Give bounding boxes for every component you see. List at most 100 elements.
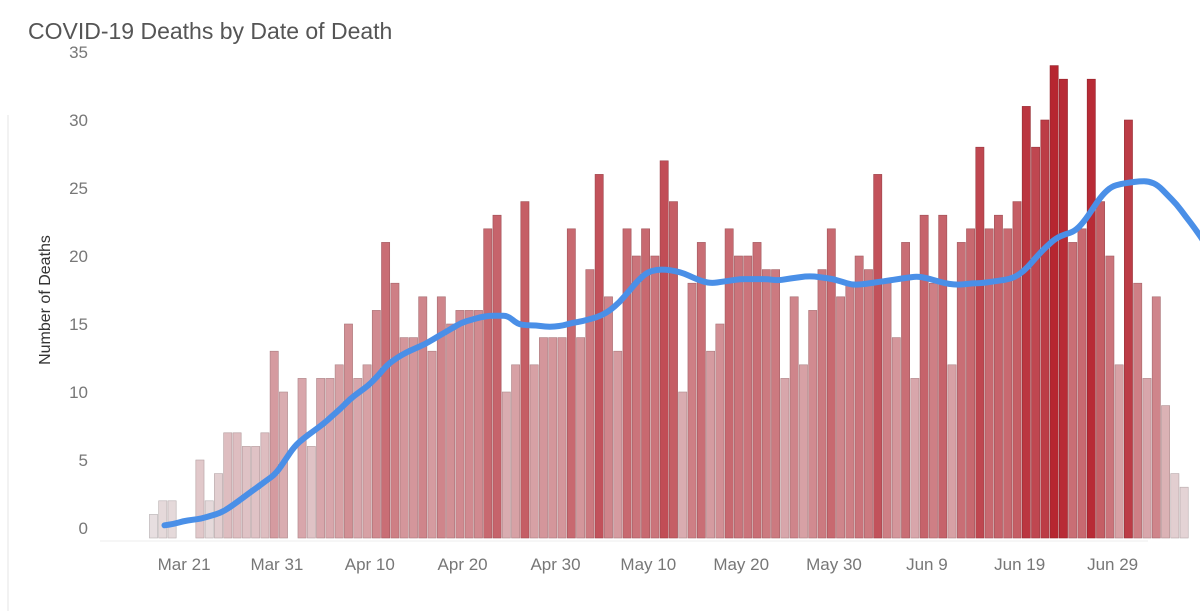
bar — [594, 174, 604, 539]
x-tick-label: Apr 20 — [438, 555, 488, 574]
bar — [539, 337, 548, 539]
bar — [390, 282, 400, 539]
bar — [743, 255, 753, 539]
y-tick-label: 25 — [69, 179, 88, 198]
y-axis-title: Number of Deaths — [37, 235, 54, 365]
x-tick-label: May 20 — [713, 555, 769, 574]
bar — [1096, 201, 1105, 539]
y-tick-label: 5 — [79, 451, 88, 470]
x-tick-label: Jun 9 — [906, 555, 948, 574]
bar — [761, 269, 771, 539]
bar — [771, 269, 780, 539]
bar — [1040, 119, 1050, 539]
bar — [1021, 106, 1031, 539]
bar — [1142, 378, 1152, 539]
bar — [1114, 364, 1124, 539]
x-tick-label: May 10 — [620, 555, 676, 574]
bar — [984, 228, 994, 539]
bar — [1151, 296, 1161, 539]
bar — [353, 378, 363, 539]
bar — [799, 364, 808, 539]
bar — [956, 242, 966, 539]
x-tick-label: Mar 21 — [158, 555, 211, 574]
bar — [1133, 282, 1143, 539]
x-tick-label: Apr 30 — [530, 555, 580, 574]
y-tick-labels: 0 5 10 15 20 25 30 35 — [69, 43, 88, 538]
bar — [1059, 78, 1068, 539]
bar — [873, 174, 883, 539]
trend-line — [161, 178, 1200, 529]
bar — [659, 160, 669, 539]
bar — [1003, 228, 1013, 539]
bar — [826, 228, 836, 539]
bar — [158, 500, 168, 539]
bar — [427, 350, 437, 539]
bar — [780, 378, 790, 539]
bar — [650, 255, 660, 539]
bar — [789, 296, 799, 539]
bar — [706, 350, 715, 539]
trend-group — [161, 178, 1200, 529]
bar — [455, 310, 465, 539]
bar — [1161, 405, 1170, 539]
bar — [752, 242, 762, 539]
bar — [919, 214, 929, 539]
bar — [669, 201, 678, 539]
bars-group — [149, 65, 1189, 539]
bar — [641, 228, 650, 539]
bar — [362, 364, 372, 539]
bar — [520, 201, 530, 539]
x-tick-label: Mar 31 — [250, 555, 303, 574]
bar — [446, 323, 456, 539]
y-tick-label: 35 — [69, 43, 88, 62]
x-tick-labels: Mar 21 Mar 31 Apr 10 Apr 20 Apr 30 May 10 May … — [158, 555, 1138, 574]
bar — [622, 228, 632, 539]
bar — [1049, 65, 1059, 539]
bar — [631, 255, 641, 539]
bar — [576, 337, 586, 539]
bar — [947, 364, 957, 539]
x-tick-label: May 30 — [806, 555, 862, 574]
bar — [715, 323, 725, 539]
bar — [585, 269, 595, 539]
bar — [966, 228, 975, 539]
bar — [910, 378, 920, 539]
bar — [864, 269, 873, 539]
x-tick-label: Apr 10 — [345, 555, 395, 574]
bar — [529, 364, 539, 539]
bar — [557, 337, 567, 539]
bar — [297, 378, 307, 539]
y-tick-label: 20 — [69, 247, 88, 266]
bar — [511, 364, 521, 539]
bar — [854, 255, 864, 539]
bar — [483, 228, 493, 539]
bar — [381, 242, 391, 539]
bar — [975, 146, 985, 539]
chart-title: COVID-19 Deaths by Date of Death — [28, 18, 393, 44]
bar — [938, 214, 948, 539]
bar — [214, 473, 223, 539]
bar — [1170, 473, 1180, 539]
bar — [613, 350, 623, 539]
x-tick-label: Jun 29 — [1087, 555, 1138, 574]
bar — [492, 214, 502, 539]
y-tick-label: 15 — [69, 315, 88, 334]
bar — [929, 282, 938, 539]
bar — [1012, 201, 1022, 539]
bar — [1077, 228, 1087, 539]
bar — [223, 432, 233, 539]
bar — [845, 282, 855, 539]
bar — [817, 269, 827, 539]
bar — [195, 459, 205, 539]
bar — [882, 282, 892, 539]
bar — [734, 255, 743, 539]
bar — [1105, 255, 1115, 539]
bar — [901, 242, 910, 539]
bar — [548, 337, 558, 539]
bar — [464, 310, 474, 539]
bar — [808, 310, 818, 539]
bar — [409, 337, 418, 539]
bar — [269, 350, 279, 539]
bar — [436, 296, 446, 539]
bar — [1031, 146, 1040, 539]
